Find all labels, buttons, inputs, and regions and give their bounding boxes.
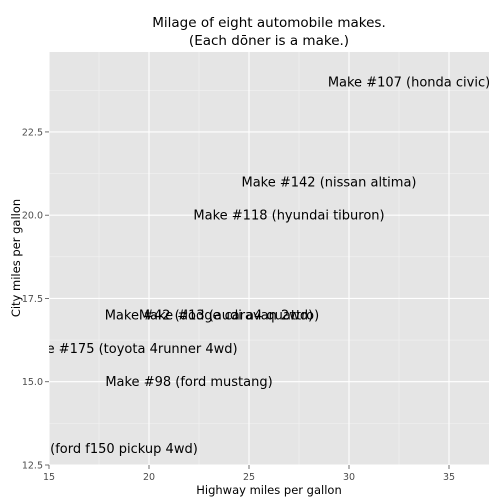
- y-tick-label: 22.5: [22, 127, 43, 138]
- x-tick-label: 30: [343, 472, 355, 483]
- chart-title-line-1: Milage of eight automobile makes.: [152, 15, 386, 31]
- y-axis: 12.5 15.0 17.5 20.0 22.5: [22, 127, 49, 472]
- chart-title-line-2: (Each dōner is a make.): [189, 33, 349, 49]
- y-tick-label: 17.5: [22, 294, 43, 305]
- plot-background: [49, 52, 489, 465]
- x-tick-label: 25: [243, 472, 255, 483]
- point-label: Make #175 (toyota 4runner 4wd): [20, 342, 237, 357]
- grid: [48, 52, 489, 466]
- point-label: Make #107 (honda civic): [328, 75, 490, 90]
- y-tick-label: 20.0: [22, 211, 43, 222]
- x-tick-label: 15: [43, 472, 55, 483]
- point-label: Make #42 (dodge caravan 2wd): [105, 309, 314, 324]
- point-label: Make #68 (ford f150 pickup 4wd): [0, 442, 198, 457]
- x-axis: 15 20 25 30 35: [43, 465, 455, 483]
- y-tick-label: 15.0: [22, 377, 43, 388]
- point-label: Make #98 (ford mustang): [105, 375, 272, 390]
- y-tick-label: 12.5: [22, 461, 43, 472]
- y-axis-title: City miles per gallon: [9, 199, 23, 317]
- point-label: Make #118 (hyundai tiburon): [193, 209, 384, 224]
- x-axis-title: Highway miles per gallon: [196, 483, 341, 497]
- x-tick-label: 20: [143, 472, 155, 483]
- point-label: Make #142 (nissan altima): [241, 175, 416, 190]
- point-labels: Make #107 (honda civic) Make #142 (nissan…: [0, 75, 490, 457]
- point-label: Make #13 (audi a4 quattro): [139, 309, 319, 324]
- x-tick-label: 35: [443, 472, 455, 483]
